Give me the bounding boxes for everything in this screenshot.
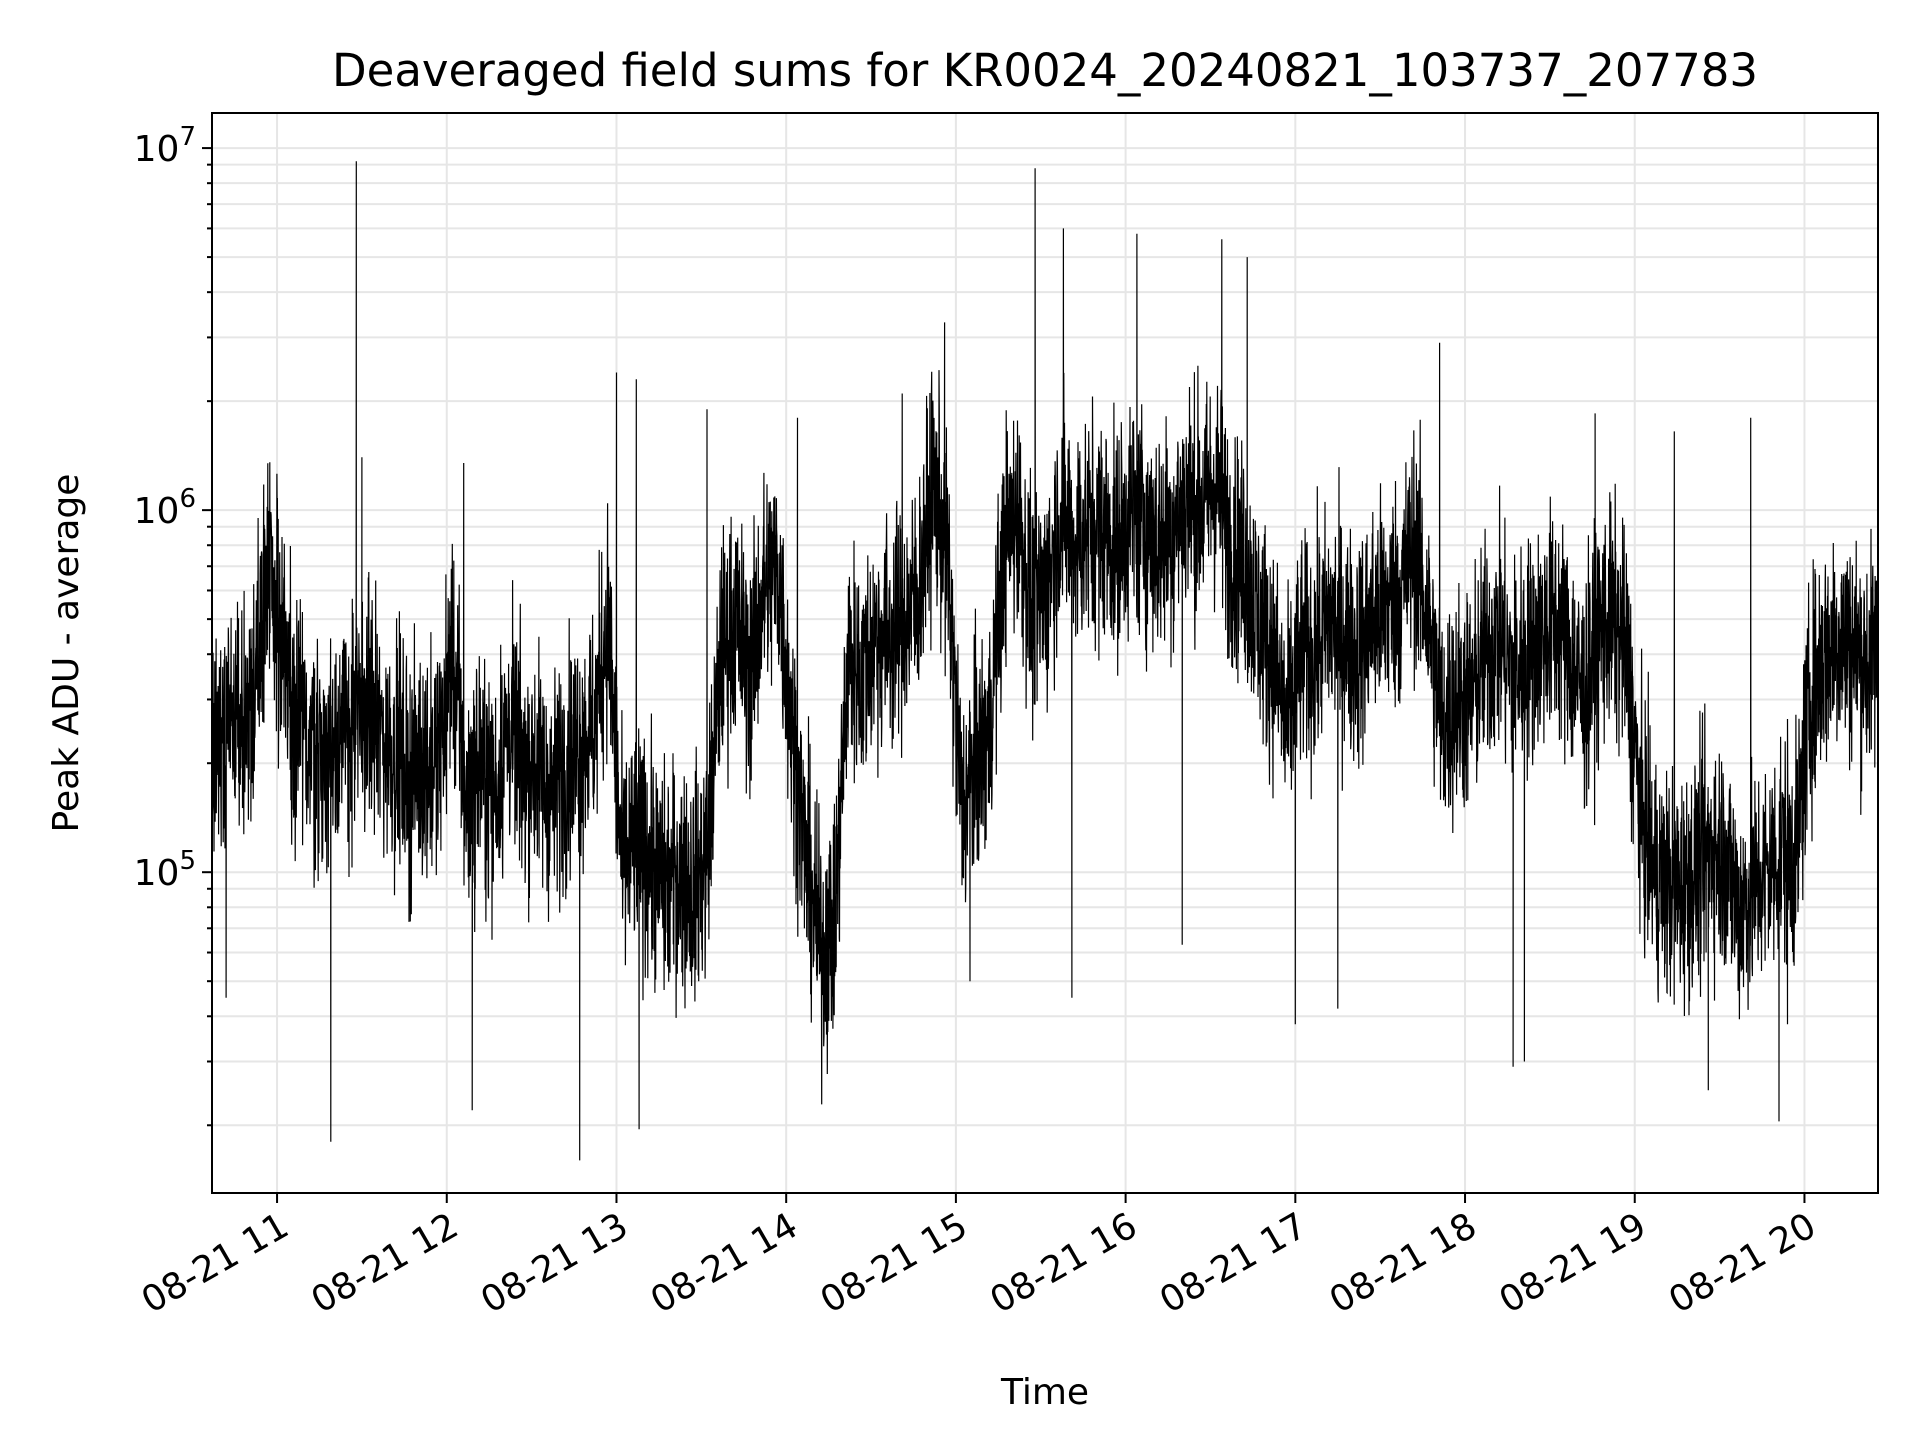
y-tick-label: 105: [134, 846, 196, 894]
axes-frame: [211, 112, 1879, 1194]
y-tick-label: 106: [134, 484, 196, 532]
x-axis-label: Time: [1000, 1372, 1089, 1413]
series-line: [212, 161, 1878, 1161]
y-axis-label: Peak ADU - average: [46, 474, 87, 833]
y-tick-label: 107: [134, 122, 196, 170]
grid: [212, 113, 1878, 1193]
chart-title: Deaveraged field sums for KR0024_2024082…: [332, 44, 1758, 97]
plot-area: [212, 161, 1878, 1161]
y-axis-ticks: 105 106 107: [134, 122, 212, 1127]
